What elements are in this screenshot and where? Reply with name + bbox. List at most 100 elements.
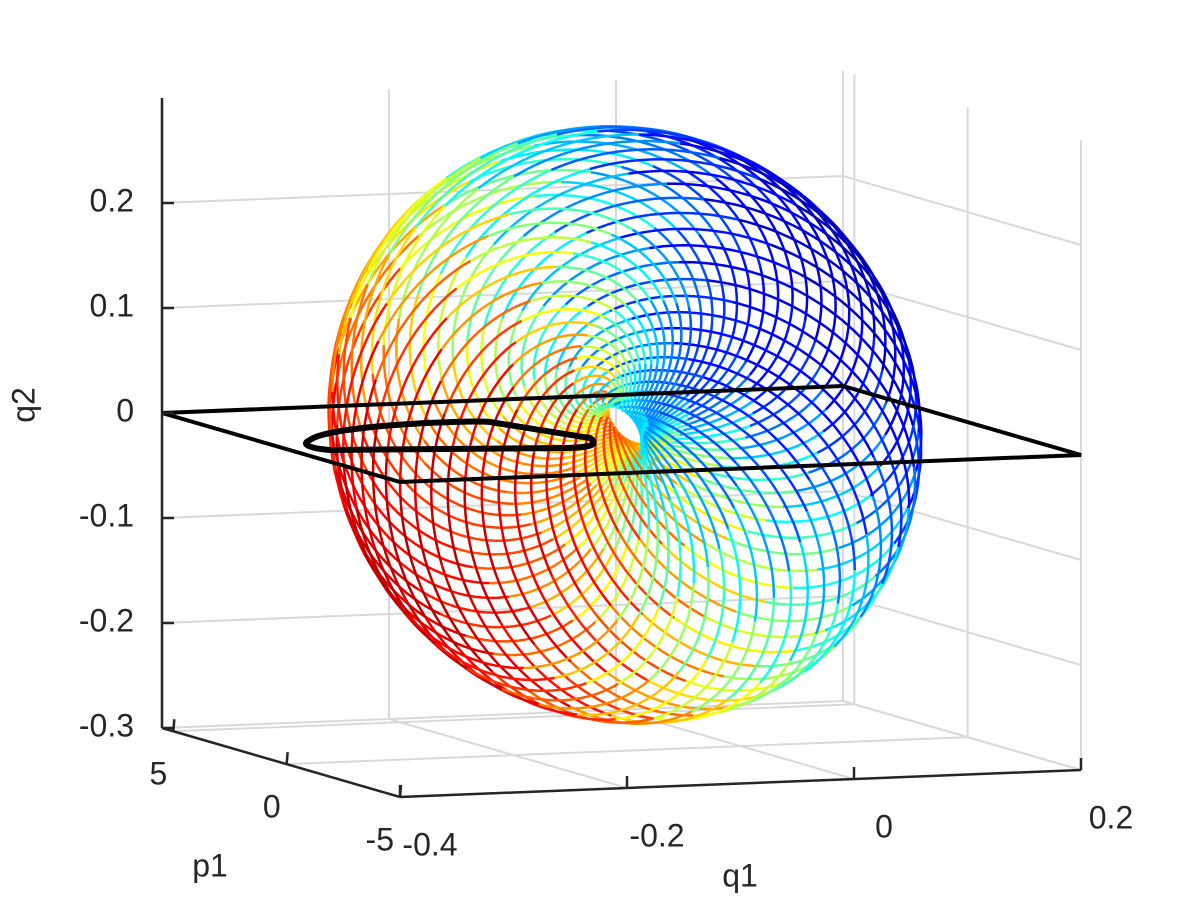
torus-curve bbox=[602, 478, 632, 550]
torus-curve bbox=[614, 309, 647, 364]
torus-curve bbox=[639, 429, 678, 476]
torus-curve bbox=[382, 531, 490, 585]
torus-curve bbox=[678, 260, 825, 308]
torus-curve bbox=[668, 499, 682, 597]
x-axis-label: q1 bbox=[722, 857, 758, 893]
torus-curve bbox=[617, 596, 679, 685]
torus-curve bbox=[523, 369, 575, 433]
torus-curve bbox=[637, 465, 644, 538]
torus-curve bbox=[576, 670, 680, 717]
section-plane bbox=[161, 383, 1082, 485]
torus-curve bbox=[646, 379, 679, 423]
torus-curve bbox=[782, 465, 882, 509]
torus-curve bbox=[659, 411, 738, 464]
torus-curve bbox=[631, 228, 691, 308]
torus-curve bbox=[595, 324, 635, 366]
torus-curve bbox=[596, 519, 675, 619]
torus-curve bbox=[349, 177, 448, 319]
torus-curve bbox=[600, 417, 612, 423]
torus-curve bbox=[824, 307, 864, 411]
torus-curve bbox=[371, 418, 399, 585]
torus-curve bbox=[666, 182, 826, 234]
torus-curve bbox=[417, 531, 494, 673]
torus-curve bbox=[647, 389, 686, 430]
torus-curve bbox=[573, 366, 584, 408]
torus-curve bbox=[802, 570, 856, 673]
torus-curve bbox=[532, 382, 575, 454]
torus-curve bbox=[554, 614, 640, 680]
torus-curve bbox=[579, 405, 605, 416]
torus-curve bbox=[610, 233, 678, 304]
torus-curve bbox=[625, 304, 653, 365]
torus-curve bbox=[703, 376, 808, 449]
torus-curve bbox=[493, 620, 597, 657]
torus-curve bbox=[489, 546, 579, 585]
torus-curve bbox=[705, 542, 818, 573]
torus-curve bbox=[573, 365, 616, 378]
torus-curve bbox=[567, 416, 602, 425]
torus-curve bbox=[425, 417, 502, 481]
torus-curve bbox=[610, 604, 724, 678]
torus-curve bbox=[678, 567, 710, 673]
x-tick-label: 0.2 bbox=[1089, 799, 1133, 835]
torus-curve bbox=[685, 386, 754, 427]
section-points bbox=[303, 418, 597, 454]
grid-line bbox=[388, 718, 628, 789]
torus-curve bbox=[628, 402, 635, 421]
torus-curve bbox=[337, 202, 417, 355]
torus-curve bbox=[451, 359, 498, 442]
torus-curve bbox=[585, 607, 660, 685]
torus-curve bbox=[446, 445, 471, 597]
torus-curve bbox=[529, 452, 554, 577]
torus-curve bbox=[331, 391, 385, 533]
z-tick-label: -0.1 bbox=[79, 497, 134, 533]
torus-curve bbox=[572, 542, 629, 622]
torus-curve bbox=[816, 370, 884, 454]
torus-curve bbox=[385, 212, 511, 305]
torus-curve bbox=[507, 310, 524, 396]
torus-curve bbox=[574, 408, 604, 419]
torus-curve bbox=[480, 504, 536, 646]
torus-curve bbox=[719, 156, 854, 247]
torus-curve bbox=[545, 472, 582, 594]
torus-curve bbox=[642, 441, 672, 501]
torus-curve bbox=[399, 495, 459, 648]
z-tick-label: -0.2 bbox=[79, 602, 134, 638]
torus-curve bbox=[444, 527, 542, 542]
torus-curve bbox=[769, 603, 840, 694]
y-axis-label: p1 bbox=[192, 847, 228, 883]
torus-curve bbox=[495, 452, 569, 468]
torus-curve bbox=[673, 616, 795, 654]
torus-curve bbox=[385, 317, 448, 459]
torus-curve bbox=[647, 130, 776, 209]
torus-curve bbox=[524, 555, 610, 675]
torus-curve bbox=[576, 390, 608, 411]
torus-curve bbox=[649, 300, 667, 369]
torus-curve bbox=[617, 372, 625, 402]
torus-curve bbox=[564, 421, 602, 429]
torus-curve bbox=[731, 439, 802, 543]
torus-curve bbox=[638, 538, 737, 613]
torus-curve bbox=[648, 583, 695, 682]
torus-curve bbox=[342, 466, 408, 616]
torus-curve bbox=[364, 468, 458, 551]
torus-curve bbox=[640, 365, 659, 410]
torus-curve bbox=[587, 277, 708, 308]
x-axis-line bbox=[399, 768, 1082, 799]
torus-curve bbox=[501, 231, 588, 320]
torus-curve bbox=[451, 243, 495, 360]
torus-curve bbox=[564, 260, 680, 306]
torus-curve bbox=[464, 167, 591, 258]
torus-curve bbox=[569, 660, 694, 717]
torus-curve bbox=[747, 521, 858, 539]
torus-curve bbox=[564, 366, 577, 411]
torus-curve bbox=[371, 373, 430, 487]
torus-curve bbox=[705, 548, 726, 660]
torus-curve bbox=[550, 575, 648, 682]
torus-curve bbox=[405, 613, 524, 670]
torus-curve bbox=[384, 458, 427, 618]
torus-curve bbox=[382, 204, 447, 346]
x-tick-label: -0.2 bbox=[629, 817, 684, 853]
torus-curve bbox=[788, 541, 809, 662]
torus-curve bbox=[455, 250, 573, 290]
